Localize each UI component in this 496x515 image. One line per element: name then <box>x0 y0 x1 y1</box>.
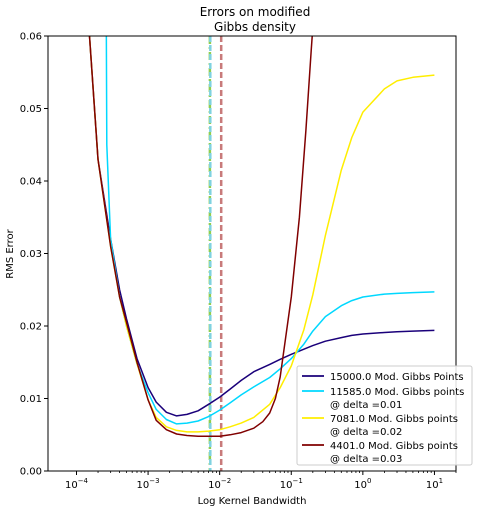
legend-label-2-0: 7081.0 Mod. Gibbs points <box>330 414 458 425</box>
y-tick-label-2: 0.02 <box>20 322 42 333</box>
legend-label-1-0: 11585.0 Mod. Gibbs points <box>330 387 464 398</box>
legend-box <box>296 365 473 466</box>
y-tick-label-1: 0.01 <box>20 394 42 405</box>
y-axis-label: RMS Error <box>5 228 16 278</box>
x-tick-label-3: 10−1 <box>280 477 303 491</box>
legend-label-0-0: 15000.0 Mod. Gibbs Points <box>330 372 464 383</box>
series-line-3 <box>88 36 313 437</box>
series-line-1 <box>105 36 435 425</box>
legend-label-2-1: @ delta =0.02 <box>330 427 402 438</box>
y-tick-label-4: 0.04 <box>20 177 42 188</box>
x-axis: 10−4 10−3 10−2 10−1 100 101 <box>65 471 457 491</box>
x-axis-label: Log Kernel Bandwidth <box>198 496 307 507</box>
y-tick-label-0: 0.00 <box>20 467 42 478</box>
x-tick-label-5: 101 <box>426 477 443 491</box>
chart-title-line-1: Errors on modified <box>200 5 311 19</box>
y-tick-label-5: 0.05 <box>20 104 42 115</box>
y-axis: 0.00 0.01 0.02 0.03 0.04 0.05 0.06 <box>20 32 48 478</box>
x-tick-label-4: 100 <box>354 477 371 491</box>
y-tick-label-6: 0.06 <box>20 32 42 43</box>
chart-title-line-2: Gibbs density <box>214 20 296 34</box>
x-tick-label-2: 10−2 <box>208 477 231 491</box>
x-tick-label-0: 10−4 <box>65 477 89 491</box>
x-tick-label-1: 10−3 <box>137 477 160 491</box>
legend: 15000.0 Mod. Gibbs Points 11585.0 Mod. Gi… <box>296 365 473 466</box>
series-lines <box>88 36 435 437</box>
legend-label-1-1: @ delta =0.01 <box>330 400 402 411</box>
series-line-0 <box>88 36 435 417</box>
legend-label-3-1: @ delta =0.03 <box>330 454 402 465</box>
reference-lines <box>208 36 223 471</box>
legend-label-3-0: 4401.0 Mod. Gibbs points <box>330 441 458 452</box>
y-tick-label-3: 0.03 <box>20 249 42 260</box>
